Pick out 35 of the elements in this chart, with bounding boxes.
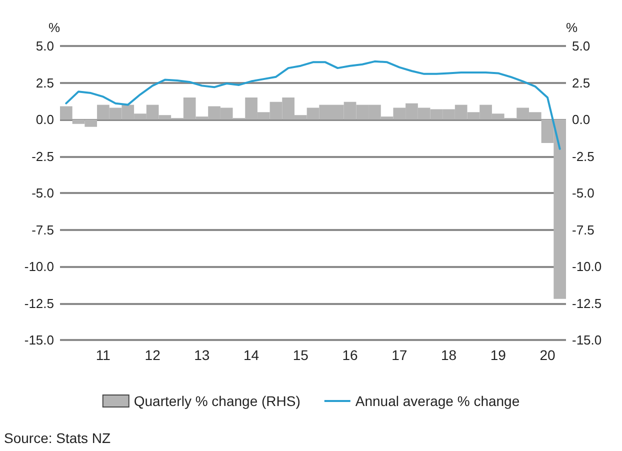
x-tick-label: 15 xyxy=(292,347,309,363)
x-tick-label: 20 xyxy=(540,347,556,363)
y2-tick-label: -5.0 xyxy=(572,186,594,200)
x-tick-label: 13 xyxy=(194,347,210,363)
y2-tick-label: -12.5 xyxy=(572,296,602,311)
y2-axis-title: % xyxy=(566,20,578,35)
y2-tick-label: -7.5 xyxy=(572,222,594,238)
y-axis-title: % xyxy=(48,20,60,35)
x-tick-label: 12 xyxy=(144,347,161,363)
y-tick-label: -5.0 xyxy=(32,186,54,200)
y-tick-label: -2.5 xyxy=(32,148,54,164)
y2-tick-label: -15.0 xyxy=(572,332,602,348)
y-tick-label: 0.0 xyxy=(36,112,54,127)
y-tick-label: -10.0 xyxy=(24,259,54,274)
x-tick-label: 19 xyxy=(490,347,506,363)
legend-label: Annual average % change xyxy=(355,393,520,409)
y2-tick-label: -10.0 xyxy=(572,259,602,274)
y2-tick-label: -2.5 xyxy=(572,148,594,164)
source-note: Source: Stats NZ xyxy=(4,430,112,446)
y2-tick-label: 5.0 xyxy=(572,38,590,54)
line-series xyxy=(65,60,561,150)
legend-label: Quarterly % change (RHS) xyxy=(134,393,300,409)
x-tick-label: 16 xyxy=(342,347,358,363)
x-tick-label: 14 xyxy=(244,347,260,363)
y2-tick-label: 0.0 xyxy=(572,112,590,127)
y-tick-label: 2.5 xyxy=(36,75,54,90)
y-tick-label: -12.5 xyxy=(24,296,54,311)
y-tick-label: -7.5 xyxy=(32,222,54,238)
bar xyxy=(60,106,72,120)
x-tick-label: 17 xyxy=(392,347,408,363)
y-tick-label: -15.0 xyxy=(24,332,54,348)
x-tick-label: 11 xyxy=(96,347,111,363)
x-tick-label: 18 xyxy=(440,347,457,363)
y-tick-label: 5.0 xyxy=(36,38,54,54)
y2-tick-label: 2.5 xyxy=(572,75,590,90)
